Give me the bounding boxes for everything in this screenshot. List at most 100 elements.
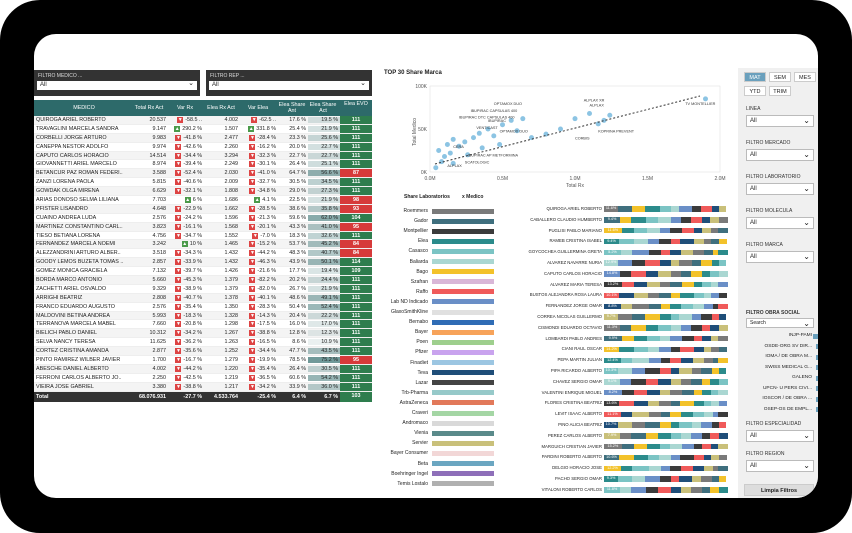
- lab-color-bar[interactable]: [432, 440, 494, 446]
- table-row[interactable]: GIOVANNETTI ARIEL MARCELO 8.974 ▼ -39.4 % 2.…: [34, 160, 372, 170]
- medico-name[interactable]: PFISTER LISANDRO: [36, 205, 88, 212]
- period-button-trim[interactable]: TRIM: [769, 86, 791, 96]
- lab-color-bar[interactable]: [432, 319, 494, 325]
- medico-name[interactable]: FERRONI CARLOS ALBERTO JO..: [36, 374, 122, 381]
- lab-color-bar[interactable]: [432, 410, 494, 416]
- medico-name[interactable]: VIEIRA JOSE GABRIEL: [36, 383, 94, 390]
- table-row[interactable]: TIESO BETIANA LORENA 4.756 ▼ -34.7 % 1.552 ▼ -…: [34, 231, 372, 241]
- filter-select[interactable]: All: [746, 183, 814, 195]
- medico-name[interactable]: GOMEZ MONICA GRACIELA: [36, 268, 108, 275]
- table-row[interactable]: SELVA NANCY TERESA 11.625 ▼ -36.2 % 1.263 ▼ -1…: [34, 338, 372, 348]
- obra-item[interactable]: IOMA / DE OBRA M...: [765, 354, 812, 359]
- filter-select[interactable]: All: [746, 251, 814, 263]
- stacked-share-bar[interactable]: 10.6%: [604, 454, 728, 461]
- medico-name[interactable]: ARRIGHI BEATRIZ: [36, 294, 83, 301]
- medico-name[interactable]: BORDA MARCO ANTONIO: [36, 276, 103, 283]
- table-row[interactable]: GOODY LEMOS BUZETA TOMAS .. 2.857 ▼ -33.9 %…: [34, 258, 372, 268]
- stacked-share-bar[interactable]: 15.2%: [604, 443, 729, 450]
- medico-name[interactable]: CUAINO ANDREA LUDA: [36, 214, 97, 221]
- lab-color-bar[interactable]: [432, 420, 494, 426]
- medico-name[interactable]: MARTINEZ CONSTANTINO CARL..: [36, 223, 123, 230]
- obra-search-input[interactable]: Search: [746, 318, 814, 328]
- table-row[interactable]: BIELICH PABLO DANIEL 10.312 ▼ -34.2 % 1.267 ▼…: [34, 329, 372, 339]
- lab-color-bar[interactable]: [432, 349, 494, 355]
- col-total-rx[interactable]: Total Rx Act: [134, 105, 164, 111]
- medico-name[interactable]: FRANCO EDUARDO AUGUSTO: [36, 303, 115, 310]
- col-var-rx[interactable]: Var Rx: [176, 105, 194, 111]
- table-row[interactable]: ZANZI LORENA PAOLA 5.815 ▼ -40.6 % 2.009 ▼ -32…: [34, 178, 372, 188]
- stacked-share-bar[interactable]: 11.8%: [604, 487, 728, 493]
- lab-color-bar[interactable]: [432, 471, 494, 477]
- medico-name[interactable]: CAPUTO CARLOS HORACIO: [36, 152, 109, 159]
- table-row[interactable]: VIEIRA JOSE GABRIEL 3.380 ▼ -38.8 % 1.217 ▼ -3…: [34, 382, 372, 392]
- table-row[interactable]: PFISTER LISANDRO 4.648 ▼ -22.9 % 1.662 ▼ -28.5…: [34, 204, 372, 214]
- lab-color-bar[interactable]: [432, 238, 494, 244]
- medico-name[interactable]: TRAVAGLINI MARCELA SANDRA: [36, 125, 119, 132]
- obra-item[interactable]: INJP-PAMI: [788, 333, 812, 338]
- medico-name[interactable]: ALEZZANDRINI ARTURO ALBER..: [36, 250, 121, 257]
- lab-color-bar[interactable]: [432, 481, 494, 487]
- lab-color-bar[interactable]: [432, 289, 494, 295]
- medico-name[interactable]: GIOVANNETTI ARIEL MARCELO: [36, 161, 117, 168]
- table-row[interactable]: BORDA MARCO ANTONIO 5.660 ▼ -45.3 % 1.379 ▼ -8…: [34, 276, 372, 285]
- table-row[interactable]: GOWDAK OLGA MIRENA 6.629 ▼ -32.1 % 1.808 ▼ -34…: [34, 187, 372, 197]
- region-filter-select[interactable]: All: [746, 460, 814, 472]
- period-button-ytd[interactable]: YTD: [744, 86, 766, 96]
- lab-color-bar[interactable]: [432, 279, 494, 285]
- stacked-share-bar[interactable]: 8.2%: [604, 389, 729, 396]
- stacked-share-bar[interactable]: 7.9%: [604, 433, 728, 439]
- stacked-share-bar[interactable]: 13.6%: [604, 400, 728, 407]
- medico-name[interactable]: ZANZI LORENA PAOLA: [36, 179, 95, 186]
- stacked-share-bar[interactable]: 11.6%: [604, 227, 729, 234]
- table-row[interactable]: FERNANDEZ MARCELA NOEMI 3.242 ▲ 10 % 1.465 ▼ -…: [34, 240, 372, 250]
- lab-color-bar[interactable]: [432, 248, 494, 254]
- stacked-share-bar[interactable]: 14.2%: [604, 346, 728, 353]
- stacked-share-bar[interactable]: 11.6%: [604, 206, 728, 212]
- lab-color-bar[interactable]: [432, 370, 494, 376]
- rep-filter-select[interactable]: All: [209, 79, 369, 90]
- stacked-share-bar[interactable]: 9.1%: [604, 379, 728, 385]
- col-share-act[interactable]: Elea Share Act: [309, 102, 337, 114]
- stacked-share-bar[interactable]: 12.2%: [604, 465, 729, 471]
- lab-color-bar[interactable]: [432, 228, 494, 234]
- lab-color-bar[interactable]: [432, 329, 494, 335]
- stacked-share-bar[interactable]: 9.4%: [604, 238, 728, 245]
- table-row[interactable]: QUIROGA ARIEL ROBERTO 20.537 ▼ -58.5 .. 4.00…: [34, 116, 372, 125]
- medico-name[interactable]: TERRANOVA MARCELA MABEL: [36, 321, 116, 328]
- lab-color-bar[interactable]: [432, 400, 494, 406]
- stacked-share-bar[interactable]: 9.3%: [604, 476, 728, 482]
- col-elea-rx[interactable]: Elea Rx Act: [207, 105, 235, 111]
- stacked-share-bar[interactable]: 10.3%: [604, 368, 728, 374]
- lab-color-bar[interactable]: [432, 380, 494, 386]
- medico-name[interactable]: CORBELLI JORGE ARTURO: [36, 134, 107, 141]
- table-row[interactable]: TERRANOVA MARCELA MABEL 7.660 ▼ -20.8 % 1.29…: [34, 320, 372, 330]
- lab-color-bar[interactable]: [432, 269, 494, 275]
- filter-select[interactable]: All: [746, 115, 814, 127]
- stacked-share-bar[interactable]: 11.3%: [604, 325, 728, 331]
- col-share-ant[interactable]: Elea Share Ant: [278, 102, 306, 114]
- stacked-share-bar[interactable]: 9.4%: [604, 217, 728, 223]
- medico-filter[interactable]: FILTRO MEDICO ... All: [34, 70, 200, 96]
- medico-name[interactable]: BETANCUR PAZ ROMAN FEDERI..: [36, 170, 123, 177]
- obra-item[interactable]: GALENO: [792, 375, 812, 380]
- lab-color-bar[interactable]: [432, 461, 494, 466]
- lab-color-bar[interactable]: [432, 430, 494, 436]
- medico-name[interactable]: TIESO BETIANA LORENA: [36, 232, 101, 239]
- lab-color-bar[interactable]: [432, 259, 494, 264]
- table-row[interactable]: CORBELLI JORGE ARTURO 9.983 ▼ -41.8 % 2.477 ▼…: [34, 133, 372, 143]
- lab-color-bar[interactable]: [432, 360, 494, 365]
- medico-name[interactable]: MALDOVINI BETINA ANDREA: [36, 312, 110, 319]
- stacked-share-bar[interactable]: 10.1%: [604, 292, 728, 299]
- medico-name[interactable]: GOWDAK OLGA MIRENA: [36, 188, 100, 195]
- lab-color-bar[interactable]: [432, 218, 494, 224]
- table-row[interactable]: CORTEZ CRISTINA AMANDA 2.877 ▼ -35.6 % 1.252…: [34, 347, 372, 357]
- table-row[interactable]: CUAINO ANDREA LUDA 2.576 ▼ -24.2 % 1.596 ▼ -21…: [34, 213, 372, 223]
- obra-item[interactable]: SWISS MEDICAL G...: [765, 364, 812, 370]
- rep-filter[interactable]: FILTRO REP ... All: [206, 70, 372, 96]
- esp-filter-select[interactable]: All: [746, 430, 814, 442]
- obra-item[interactable]: OSEP-OS DE EMPL...: [763, 406, 812, 412]
- col-evo[interactable]: Elea EVO: [344, 101, 368, 107]
- lab-color-bar[interactable]: [432, 339, 494, 345]
- filter-select[interactable]: All: [746, 149, 814, 161]
- lab-color-bar[interactable]: [432, 208, 494, 214]
